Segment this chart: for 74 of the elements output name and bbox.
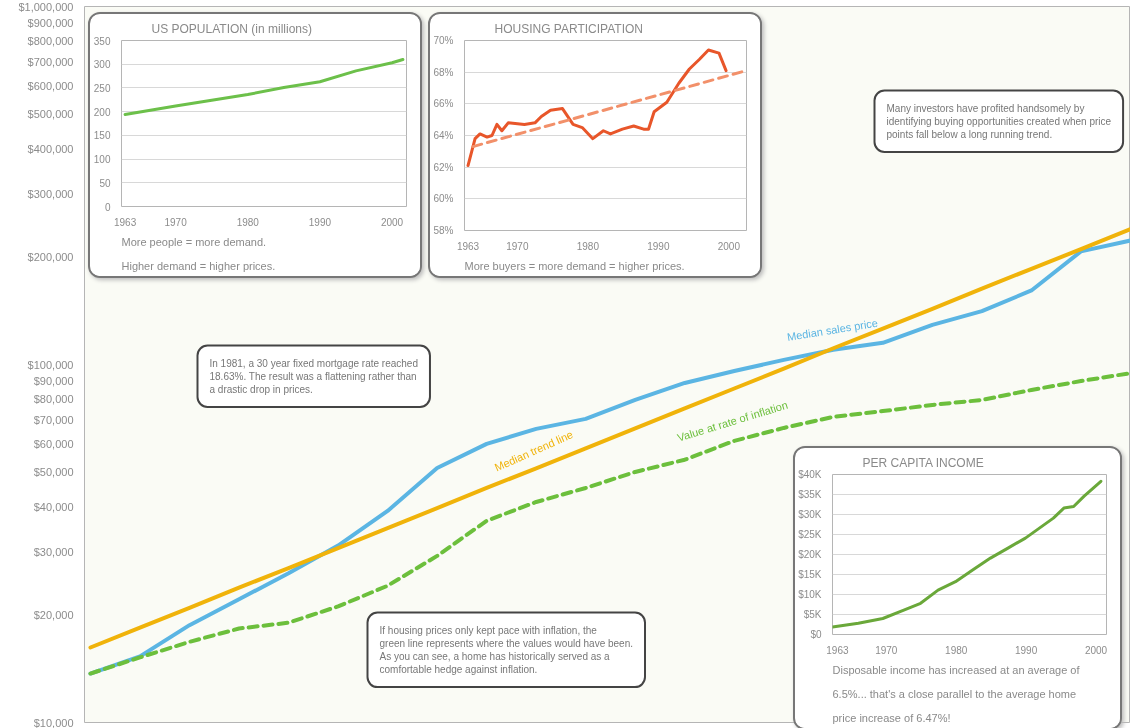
y-tick-label: 0: [104, 201, 111, 213]
y-tick-label: 64%: [433, 130, 454, 141]
y-tick-label: $1,000,000: [18, 0, 74, 13]
y-tick-label: $30,000: [33, 545, 74, 558]
line-series: [466, 48, 728, 168]
y-tick-label: $10K: [798, 589, 822, 600]
y-tick-label: 100: [93, 154, 111, 166]
annotation: More buyers = more demand = higher prices.: [464, 259, 685, 272]
annotation: Higher demand = higher prices.: [121, 259, 276, 272]
y-tick-label: $15K: [798, 569, 822, 580]
x-tick-label: 1980: [236, 216, 260, 228]
y-tick-label: 250: [93, 82, 111, 94]
annotation: In 1981, a 30 year fixed mortgage rate reached 18.63%. The result was a flattening rather than a drastic drop in prices.: [209, 357, 418, 395]
y-tick-label: $80,000: [33, 393, 74, 406]
y-tick-label: 350: [93, 35, 111, 47]
annotation: More people = more demand.: [121, 235, 267, 248]
y-tick-label: $50,000: [33, 466, 74, 479]
y-tick-label: $20,000: [33, 608, 74, 621]
line-series: [832, 479, 1103, 629]
y-tick-label: $35K: [798, 489, 822, 500]
x-tick-label: 1970: [875, 644, 898, 656]
x-tick-label: 1963: [456, 240, 480, 252]
y-tick-label: 300: [93, 59, 111, 71]
y-tick-label: $40,000: [33, 500, 74, 513]
chart-title: US POPULATION (in millions): [151, 21, 312, 36]
x-tick-label: 1970: [164, 216, 188, 228]
y-tick-label: 70%: [433, 35, 454, 46]
y-tick-label: 60%: [433, 193, 454, 205]
y-tick-label: $200,000: [27, 250, 74, 263]
y-tick-label: $100,000: [27, 358, 74, 371]
y-tick-label: 150: [93, 130, 111, 142]
x-tick-label: 1990: [1014, 644, 1038, 656]
x-tick-label: 1990: [308, 216, 332, 228]
chart-title: HOUSING PARTICIPATION: [494, 21, 643, 36]
x-tick-label: 1970: [506, 240, 529, 252]
x-tick-label: 1990: [647, 240, 670, 252]
y-tick-label: 66%: [433, 98, 454, 110]
y-tick-label: $70,000: [33, 413, 74, 426]
y-tick-label: $25K: [798, 529, 822, 540]
y-tick-label: $60,000: [33, 437, 74, 450]
y-tick-label: 200: [93, 106, 111, 118]
chart-title: PER CAPITA INCOME: [862, 455, 984, 470]
y-tick-label: $700,000: [27, 55, 74, 68]
y-tick-label: $5K: [803, 609, 822, 620]
y-tick-label: $30K: [798, 509, 822, 520]
y-tick-label: $90,000: [33, 374, 74, 387]
y-tick-label: $40K: [798, 469, 822, 480]
x-tick-label: 2000: [717, 240, 741, 252]
text: Median sales price: [786, 316, 879, 343]
annotation: Many investors have profited handsomely by identifying buying opportunities created when price points fall below a long running trend.: [886, 102, 1112, 140]
y-tick-label: 68%: [433, 66, 454, 78]
x-tick-label: 1963: [113, 216, 137, 228]
line-series: [88, 371, 1130, 676]
annotation: If housing prices only kept pace with inflation, the green line represents where the values would have been. As you can see, a home has historically served as a comfortable hedge against inflation.: [379, 624, 633, 676]
y-tick-label: $900,000: [27, 16, 74, 29]
x-tick-label: 1963: [826, 644, 849, 656]
x-tick-label: 2000: [380, 216, 404, 228]
y-tick-label: $400,000: [27, 142, 74, 155]
line-series: [123, 57, 405, 116]
y-tick-label: $300,000: [27, 187, 74, 200]
x-tick-label: 1980: [945, 644, 968, 656]
y-tick-label: $600,000: [27, 79, 74, 92]
y-tick-label: $0: [810, 629, 822, 640]
y-tick-label: $10,000: [33, 716, 74, 728]
y-tick-label: $800,000: [27, 35, 74, 48]
x-tick-label: 1980: [576, 240, 600, 252]
y-tick-label: $20K: [798, 549, 822, 560]
y-tick-label: 58%: [433, 225, 454, 236]
text: Value at rate of inflation: [675, 398, 790, 444]
y-tick-label: $500,000: [27, 108, 74, 121]
y-tick-label: 50: [99, 177, 111, 189]
annotation: Disposable income has increased at an average of 6.5%... that's a close parallel to the average home price increase of 6.47%!: [832, 663, 1081, 724]
x-tick-label: 2000: [1084, 644, 1108, 656]
y-tick-label: 62%: [433, 161, 454, 173]
